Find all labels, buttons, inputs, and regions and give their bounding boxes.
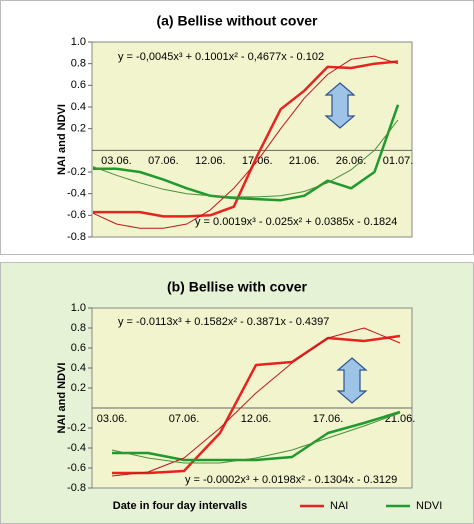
trend-line (92, 119, 399, 198)
x-tick-label: 26.06. (336, 155, 367, 167)
chart-title: (a) Bellise without cover (156, 13, 318, 29)
y-tick-label: 1.0 (71, 302, 86, 314)
series-line (93, 60, 399, 218)
equation: y = 0.0019x³ - 0.025x² + 0.0385x - 0.182… (195, 216, 397, 228)
y-tick-label: 0.4 (71, 362, 86, 374)
y-tick-label: -0.4 (67, 442, 86, 454)
trend-line (92, 55, 399, 229)
x-tick-label: 21.06. (289, 155, 320, 167)
y-tick-label: 0.2 (71, 123, 86, 135)
chart-title: (b) Bellise with cover (167, 279, 308, 295)
x-tick-label: 03.06. (101, 155, 132, 167)
series-line (93, 104, 400, 202)
plot-area (91, 41, 413, 238)
series-line (112, 410, 401, 462)
trend-line (111, 412, 401, 464)
y-tick-label: 0.4 (71, 101, 86, 113)
x-tick-label: 17.06. (313, 413, 344, 425)
legend-label: NAI (330, 500, 348, 512)
y-tick-label: 0.6 (71, 342, 86, 354)
x-axis-title: Date in four day intervalls (113, 500, 247, 512)
y-tick-label: -0.8 (67, 482, 86, 494)
y-tick-label: -0.2 (67, 422, 86, 434)
equation: y = -0.0002x³ + 0.0198x² - 0.1304x - 0.3… (185, 474, 397, 486)
equation: y = -0.0113x³ + 0.1582x² - 0.3871x - 0.4… (118, 316, 329, 328)
y-tick-label: 0.8 (71, 58, 86, 70)
x-tick-label: 12.06. (195, 155, 226, 167)
y-axis-title: NAI and NDVI (56, 104, 68, 175)
y-tick-label: 0.2 (71, 382, 86, 394)
x-tick-label: 12.06. (241, 413, 272, 425)
double-arrow (336, 357, 368, 404)
y-tick-label: 0.6 (71, 79, 86, 91)
y-tick-label: -0.6 (67, 209, 86, 221)
y-tick-label: -0.8 (67, 231, 86, 243)
equation: y = -0,0045x³ + 0.1001x² - 0,4677x - 0.1… (118, 51, 324, 63)
double-arrow (324, 82, 356, 129)
x-tick-label: 07.06. (169, 413, 200, 425)
x-tick-label: 01.07. (383, 155, 414, 167)
y-tick-label: 0.8 (71, 322, 86, 334)
y-tick-label: -0.4 (67, 188, 86, 200)
series-line (112, 334, 401, 475)
legend-label: NDVI (416, 500, 442, 512)
y-tick-label: -0.6 (67, 462, 86, 474)
trend-line (111, 327, 401, 477)
y-tick-label: -0.2 (67, 166, 86, 178)
y-tick-label: 1.0 (71, 36, 86, 48)
y-axis-title: NAI and NDVI (56, 363, 68, 434)
x-tick-label: 07.06. (148, 155, 179, 167)
x-tick-label: 03.06. (97, 413, 128, 425)
